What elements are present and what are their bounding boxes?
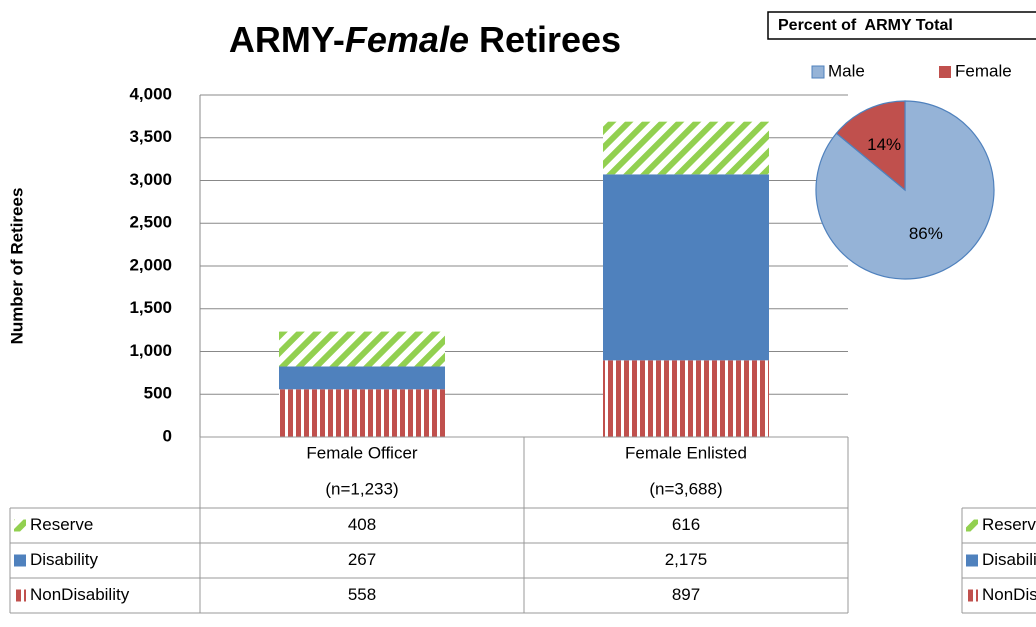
legend-swatch — [14, 554, 26, 567]
legend-label: Reserve — [30, 515, 93, 534]
y-tick-label: 4,000 — [129, 84, 172, 103]
x-tick-label: Female Officer — [306, 443, 418, 462]
chart-title: ARMY-Female Retirees — [229, 19, 621, 60]
y-tick-label: 1,500 — [129, 298, 172, 317]
x-tick-note: (n=1,233) — [325, 479, 398, 498]
legend-swatch — [966, 589, 978, 602]
legend-swatch — [811, 65, 825, 79]
y-tick-label: 3,500 — [129, 127, 172, 146]
bar-segment — [279, 366, 445, 390]
bar-segment — [279, 331, 445, 367]
legend-swatch — [966, 519, 978, 532]
data-label: 558 — [348, 585, 376, 604]
data-label: 408 — [348, 515, 376, 534]
pie-title: Percent of ARMY Total — [778, 17, 953, 34]
y-tick-label: 500 — [144, 384, 172, 403]
y-tick-label: 2,000 — [129, 255, 172, 274]
legend-swatch — [939, 66, 951, 78]
bar-segment — [603, 121, 769, 175]
bar-segment — [603, 360, 769, 437]
data-label: 616 — [672, 515, 700, 534]
title-part: ARMY- — [229, 19, 345, 60]
y-axis-label: Number of Retirees — [7, 188, 26, 345]
legend-swatch — [966, 554, 978, 567]
bar-segment — [279, 389, 445, 437]
y-tick-label: 0 — [163, 426, 172, 445]
title-part: Female — [345, 19, 469, 60]
y-tick-label: 2,500 — [129, 213, 172, 232]
data-label: 86% — [909, 224, 943, 243]
data-label: 267 — [348, 550, 376, 569]
legend-swatch — [14, 589, 26, 602]
legend-label: Female — [955, 61, 1012, 80]
y-tick-label: 3,000 — [129, 170, 172, 189]
y-tick-label: 1,000 — [129, 341, 172, 360]
x-tick-note: (n=3,688) — [649, 479, 722, 498]
data-label: 14% — [867, 135, 901, 154]
legend-label: Reserve — [982, 515, 1036, 534]
pie-slice — [835, 100, 906, 192]
data-label: 2,175 — [665, 550, 708, 569]
legend-label: Male — [828, 61, 865, 80]
x-tick-label: Female Enlisted — [625, 443, 747, 462]
legend-label: Disability — [30, 550, 99, 569]
bar-segment — [603, 174, 769, 361]
data-label: 897 — [672, 585, 700, 604]
legend-swatch — [14, 519, 26, 532]
pie-title-box — [767, 11, 1036, 40]
legend-label: NonDisability — [982, 585, 1036, 604]
legend-label: Disability — [982, 550, 1036, 569]
legend-label: NonDisability — [30, 585, 130, 604]
title-part: Retirees — [469, 19, 621, 60]
